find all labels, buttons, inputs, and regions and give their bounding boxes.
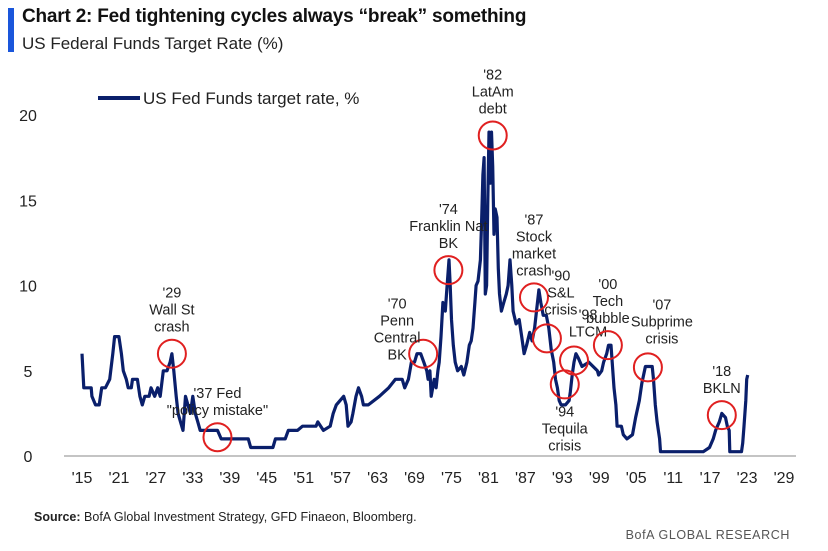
brand-label: BofA GLOBAL RESEARCH [625,528,790,542]
x-tick-label: '27 [145,470,166,487]
x-tick-label: '39 [219,470,240,487]
x-tick-label: '29 [774,470,795,487]
fed-funds-chart: US Fed Funds target rate, % 0 5 10 15 20 '15… [19,67,796,487]
x-tick-label: '93 [552,470,573,487]
annotation-label: '18 BKLN [703,364,741,397]
chart-title: Chart 2: Fed tightening cycles always “b… [22,6,527,27]
annotation-circle [531,323,562,354]
x-tick-label: '63 [367,470,388,487]
annotation-circle [408,338,439,369]
source-note: Source: BofA Global Investment Strategy,… [34,510,417,524]
y-tick-label: 5 [24,364,33,381]
annotations-group: '29 Wall St crash '37 Fed "policy mistake" '7… [149,67,741,454]
annotation-label: '37 Fed "policy mistake" [167,386,268,419]
annotation-label: '70 Penn Central BK [374,297,421,364]
annotation-label: '29 Wall St crash [149,286,194,336]
source-text: BofA Global Investment Strategy, GFD Fin… [84,510,417,524]
y-tick-label: 15 [19,193,37,210]
x-tick-label: '51 [293,470,314,487]
source-label: Source: [34,510,81,524]
annotation-label: '82 LatAm debt [472,67,514,117]
x-tick-label: '17 [700,470,721,487]
series-group [80,130,750,454]
annotation-circle [477,120,508,151]
chart-subtitle: US Federal Funds Target Rate (%) [22,34,284,53]
x-tick-label: '69 [404,470,425,487]
annotation-circle [202,422,233,453]
x-tick-label: '23 [737,470,758,487]
annotation-circle [706,400,737,431]
x-tick-label: '57 [330,470,351,487]
title-accent-bar [8,8,14,52]
legend-label: US Fed Funds target rate, % [143,89,359,108]
annotation-circle [559,345,590,376]
annotation-label: '74 Franklin Nat BK [409,202,487,252]
x-tick-label: '75 [441,470,462,487]
annotation-circle [632,352,663,383]
x-tick-label: '87 [515,470,536,487]
x-tick-label: '15 [72,470,93,487]
x-tick-label: '33 [182,470,203,487]
annotation-label: '90 S&L crisis [544,268,577,318]
annotation-label: '00 Tech bubble [586,277,630,327]
x-axis: '15 '21 '27 '33 '39 '45 '51 '57 '63 '69 '75 '81 '87 '… [64,455,796,487]
annotation-circle [433,255,464,286]
x-tick-label: '11 [663,470,683,487]
y-axis: 0 5 10 15 20 [19,108,37,466]
annotation-label: '94 Tequila crisis [542,404,589,454]
y-tick-label: 20 [19,108,37,125]
x-tick-label: '81 [478,470,499,487]
series-line-fed-funds [80,130,750,454]
annotation-label: '07 Subprime crisis [631,297,693,347]
chart-legend: US Fed Funds target rate, % [98,89,359,108]
x-tick-label: '99 [589,470,610,487]
x-tick-label: '21 [109,470,130,487]
annotation-circle [156,338,187,369]
x-tick-label: '05 [626,470,647,487]
annotation-circle [592,330,623,361]
y-tick-label: 0 [24,449,33,466]
annotation-circle [518,282,549,313]
y-tick-label: 10 [19,279,37,296]
x-tick-label: '45 [256,470,277,487]
annotation-label: '87 Stock market crash [512,212,556,279]
